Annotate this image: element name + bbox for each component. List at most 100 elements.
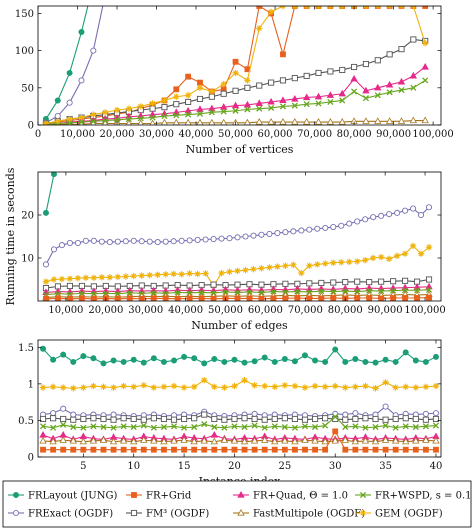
- data-point: [146, 238, 153, 245]
- legend-marker: [237, 490, 245, 498]
- data-point: [372, 359, 379, 366]
- data-point: [110, 416, 117, 423]
- data-point: [200, 436, 208, 444]
- data-point: [90, 118, 97, 125]
- data-point: [256, 6, 263, 9]
- data-point: [281, 356, 288, 363]
- data-point: [258, 295, 265, 301]
- data-point: [322, 415, 329, 422]
- data-point: [196, 95, 204, 103]
- data-point: [140, 436, 148, 443]
- data-point: [303, 72, 310, 79]
- data-point: [342, 384, 349, 391]
- data-point: [113, 116, 121, 123]
- data-point: [372, 423, 379, 431]
- data-point: [110, 411, 117, 418]
- data-point: [50, 276, 58, 283]
- data-point: [232, 58, 239, 65]
- data-point: [312, 357, 319, 364]
- data-point: [211, 415, 218, 423]
- data-point: [232, 69, 239, 77]
- data-point: [321, 437, 329, 445]
- data-point: [385, 255, 393, 263]
- data-point: [432, 410, 440, 417]
- data-point: [392, 424, 399, 431]
- y-tick-label: 150: [15, 9, 34, 20]
- data-point: [426, 294, 432, 301]
- data-point: [232, 87, 239, 94]
- legend-entry-frexact-ogdf: FRExact (OGDF): [8, 509, 113, 520]
- data-point: [330, 295, 337, 301]
- data-point: [120, 446, 127, 453]
- data-point: [149, 119, 156, 125]
- data-point: [80, 424, 87, 431]
- data-point: [161, 97, 168, 104]
- data-point: [162, 238, 169, 245]
- series-frexact-ogdf: [39, 403, 440, 420]
- legend-marker: [359, 509, 367, 517]
- x-tick-label: 50,000: [208, 305, 243, 316]
- data-point: [180, 436, 188, 443]
- data-point: [66, 282, 73, 290]
- data-point: [421, 62, 429, 70]
- data-point: [382, 356, 389, 363]
- data-point: [211, 423, 218, 431]
- plot-area: [42, 172, 433, 301]
- data-point: [301, 352, 308, 359]
- data-point: [140, 446, 147, 453]
- data-point: [392, 384, 399, 391]
- data-point: [154, 271, 161, 278]
- data-point: [154, 239, 161, 246]
- data-point: [281, 382, 289, 389]
- legend-entry-fr-wspd-s-0-1: FR+WSPD, s = 0.1: [355, 491, 472, 502]
- data-point: [160, 437, 168, 445]
- x-tick-label: 10: [127, 461, 140, 472]
- data-point: [346, 258, 353, 266]
- data-point: [39, 436, 47, 444]
- data-point: [422, 77, 429, 84]
- legend-marker: [131, 492, 137, 498]
- data-point: [130, 415, 137, 423]
- data-point: [171, 446, 177, 453]
- data-point: [433, 446, 439, 453]
- data-point: [366, 287, 373, 294]
- data-point: [432, 415, 440, 423]
- data-point: [39, 384, 47, 391]
- data-point: [268, 104, 275, 111]
- data-point: [170, 436, 178, 444]
- data-point: [417, 250, 425, 257]
- data-point: [390, 278, 397, 285]
- data-point: [125, 119, 132, 125]
- data-point: [146, 272, 153, 279]
- data-point: [246, 295, 253, 301]
- data-point: [140, 422, 147, 429]
- data-point: [251, 446, 258, 453]
- data-point: [244, 77, 251, 84]
- data-point: [173, 86, 180, 93]
- data-point: [422, 6, 429, 9]
- series-fm-ogdf: [42, 276, 433, 292]
- data-point: [194, 236, 201, 243]
- legend-label: FR+Grid: [146, 491, 192, 502]
- data-point: [312, 415, 319, 423]
- x-tick-label: 35: [379, 461, 392, 472]
- data-point: [109, 437, 118, 445]
- series-fr-grid: [43, 294, 432, 301]
- data-point: [294, 295, 301, 301]
- data-point: [282, 295, 289, 301]
- data-point: [119, 436, 128, 444]
- data-point: [339, 66, 346, 74]
- x-tick-label: 30: [329, 461, 342, 472]
- data-point: [186, 270, 193, 277]
- series-frexact-ogdf: [42, 204, 433, 268]
- legend-entry-fr-grid: FR+Grid: [126, 491, 192, 502]
- data-point: [391, 436, 400, 444]
- data-point: [332, 413, 339, 420]
- data-point: [201, 446, 208, 453]
- data-point: [101, 109, 109, 116]
- data-point: [110, 424, 117, 431]
- data-point: [201, 377, 208, 384]
- data-point: [170, 423, 178, 430]
- data-point: [422, 446, 429, 453]
